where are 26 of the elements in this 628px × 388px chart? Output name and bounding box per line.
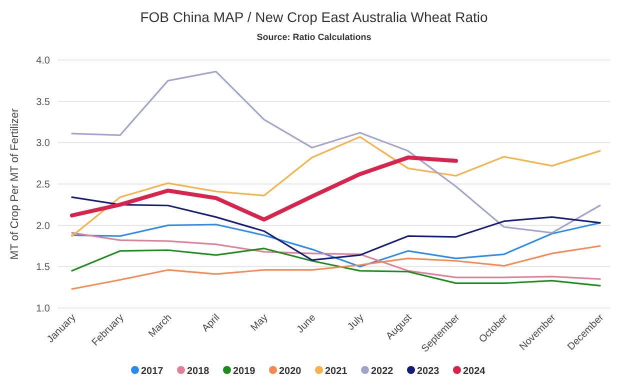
line-series	[70, 156, 458, 222]
y-tick-label: 1.0	[36, 304, 50, 314]
y-tick-label: 3.0	[36, 138, 50, 150]
line-series	[71, 70, 601, 234]
y-tick-label: 4.0	[36, 56, 50, 66]
legend-label: 2018	[187, 366, 210, 377]
line-series	[71, 196, 601, 261]
line-series	[71, 222, 601, 268]
chart-title: FOB China MAP / New Crop East Australia Wheat Ratio	[140, 9, 488, 25]
y-tick-label: 2.5	[36, 180, 50, 190]
chart-subtitle: Source: Ratio Calculations	[256, 32, 372, 42]
x-tick-label: May	[248, 312, 270, 334]
y-tick-label: 3.5	[36, 96, 50, 108]
legend-label: 2017	[141, 366, 164, 377]
y-tick-label: 2.0	[36, 220, 50, 232]
legend-label: 2024	[463, 366, 486, 377]
y-tick-label: 1.5	[36, 262, 50, 274]
legend-label: 2021	[325, 366, 348, 377]
x-tick-label: July	[346, 312, 366, 333]
line-series	[71, 136, 601, 237]
y-axis-title: MT of Crop Per MT of Fertilizer	[9, 108, 21, 260]
legend-label: 2023	[417, 366, 440, 377]
legend-label: 2019	[233, 366, 256, 377]
legend-label: 2020	[279, 366, 302, 377]
legend-label: 2022	[371, 366, 394, 377]
line-series	[71, 232, 601, 280]
